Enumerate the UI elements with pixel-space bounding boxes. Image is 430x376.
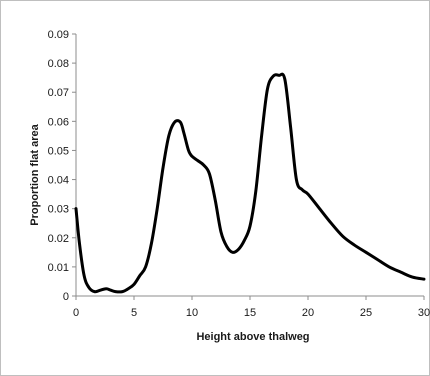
x-tick-label: 10 xyxy=(186,307,198,319)
data-point xyxy=(301,189,303,191)
y-axis: 0 0.01 0.02 0.03 0.04 0.05 0.06 0.07 0.08 0.09 xyxy=(48,29,77,303)
data-point xyxy=(284,78,286,80)
x-tick-label: 30 xyxy=(418,307,430,319)
y-tick-label: 0.08 xyxy=(48,58,69,70)
y-tick-label: 0.09 xyxy=(48,29,69,41)
data-point xyxy=(400,271,402,273)
x-tick-label: 20 xyxy=(302,307,314,319)
data-point xyxy=(260,135,262,137)
x-tick-label: 5 xyxy=(131,307,137,319)
series-points xyxy=(75,74,425,293)
data-point xyxy=(353,244,355,246)
y-tick-label: 0.06 xyxy=(48,116,69,128)
data-point xyxy=(249,225,251,227)
x-tick-label: 15 xyxy=(244,307,256,319)
data-point xyxy=(133,283,135,285)
data-point xyxy=(411,276,413,278)
data-point xyxy=(191,155,193,157)
x-tick-label: 0 xyxy=(73,307,79,319)
data-point xyxy=(183,132,185,134)
data-point xyxy=(220,231,222,233)
data-point xyxy=(78,242,80,244)
data-point xyxy=(75,207,77,209)
data-point xyxy=(139,274,141,276)
data-point xyxy=(255,190,257,192)
x-axis: 0 5 10 15 20 25 30 xyxy=(73,295,430,319)
data-point xyxy=(231,251,233,253)
data-point xyxy=(88,286,90,288)
data-point xyxy=(99,289,101,291)
data-point xyxy=(121,290,123,292)
data-point xyxy=(208,173,210,175)
data-point xyxy=(93,290,95,292)
data-point xyxy=(83,274,85,276)
data-point xyxy=(197,159,199,161)
data-point xyxy=(342,235,344,237)
data-point xyxy=(330,222,332,224)
data-point xyxy=(127,288,129,290)
y-tick-label: 0.07 xyxy=(48,87,69,99)
data-point xyxy=(105,288,107,290)
data-point xyxy=(114,290,116,292)
data-point xyxy=(278,74,280,76)
data-point xyxy=(388,266,390,268)
data-point xyxy=(156,207,158,209)
x-axis-title: Height above thalweg xyxy=(196,331,309,343)
data-point xyxy=(179,121,181,123)
data-point xyxy=(376,258,378,260)
data-point xyxy=(226,245,228,247)
series-line xyxy=(74,72,426,294)
y-tick-label: 0.02 xyxy=(48,233,69,245)
data-point xyxy=(289,126,291,128)
data-point xyxy=(423,278,425,280)
data-point xyxy=(144,266,146,268)
data-point xyxy=(243,239,245,241)
data-point xyxy=(307,193,309,195)
data-point xyxy=(272,75,274,77)
data-point xyxy=(110,289,112,291)
data-point xyxy=(237,248,239,250)
data-point xyxy=(150,242,152,244)
y-tick-label: 0 xyxy=(63,291,69,303)
data-point xyxy=(295,178,297,180)
data-point xyxy=(168,135,170,137)
y-tick-label: 0.01 xyxy=(48,262,69,274)
x-tick-label: 25 xyxy=(360,307,372,319)
data-point xyxy=(365,251,367,253)
data-point xyxy=(173,121,175,123)
y-tick-label: 0.05 xyxy=(48,145,69,157)
data-point xyxy=(214,199,216,201)
y-tick-label: 0.04 xyxy=(48,175,69,187)
data-point xyxy=(202,164,204,166)
data-point xyxy=(266,88,268,90)
data-point xyxy=(162,167,164,169)
y-axis-title: Proportion flat area xyxy=(29,123,41,225)
data-point xyxy=(318,207,320,209)
y-tick-label: 0.03 xyxy=(48,204,69,216)
data-point xyxy=(187,149,189,151)
